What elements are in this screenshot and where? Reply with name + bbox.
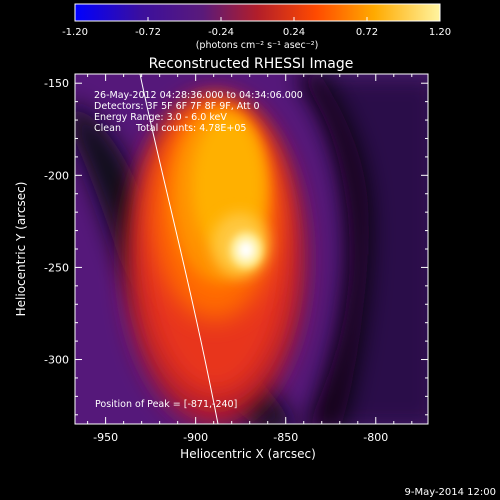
- x-tick-label: -950: [93, 431, 118, 444]
- colorbar-tick-label: 0.24: [283, 27, 305, 38]
- y-axis-ticks: [75, 82, 428, 416]
- x-tick-label: -800: [363, 431, 388, 444]
- y-axis-label: Heliocentric Y (arcsec): [14, 182, 28, 317]
- y-tick-label: -300: [44, 354, 69, 367]
- annotation-energy-range: Energy Range: 3.0 - 6.0 keV: [94, 112, 227, 123]
- y-axis-tick-labels: -150 -200 -250 -300: [44, 77, 69, 366]
- image-annotations: 26-May-2012 04:28:36.000 to 04:34:06.000…: [94, 90, 303, 410]
- annotation-time-range: 26-May-2012 04:28:36.000 to 04:34:06.000: [94, 90, 303, 101]
- annotation-detectors: Detectors: 3F 5F 6F 7F 8F 9F, Att 0: [94, 101, 260, 112]
- annotation-clean-counts: Clean Total counts: 4.78E+05: [94, 123, 246, 134]
- y-tick-label: -200: [44, 169, 69, 182]
- solar-limb: [139, 74, 219, 424]
- x-axis-ticks: [87, 74, 413, 424]
- x-axis-label: Heliocentric X (arcsec): [180, 447, 316, 461]
- colorbar-gradient: [74, 3, 441, 22]
- solar-image: [75, 74, 428, 424]
- colorbar-tick-label: -1.20: [62, 27, 88, 38]
- y-tick-label: -250: [44, 261, 69, 274]
- colorbar-tick-label: -0.24: [208, 27, 234, 38]
- x-tick-label: -900: [183, 431, 208, 444]
- colorbar-tick-label: 0.72: [356, 27, 378, 38]
- footer-date: 9-May-2014 12:00: [404, 487, 496, 498]
- annotation-peak-position: Position of Peak = [-871,-240]: [95, 399, 237, 410]
- image-title: Reconstructed RHESSI Image: [149, 56, 354, 72]
- x-axis-tick-labels: -950 -900 -850 -800: [93, 431, 388, 444]
- colorbar: -1.20 -0.72 -0.24 0.24 0.72 1.20 (photons cm⁻…: [62, 3, 451, 51]
- colorbar-tick-label: 1.20: [429, 27, 451, 38]
- colorbar-tick-label: -0.72: [135, 27, 161, 38]
- colorbar-unit-label: (photons cm⁻² s⁻¹ asec⁻²): [196, 40, 319, 51]
- y-tick-label: -150: [44, 77, 69, 90]
- colorbar-tick-labels: -1.20 -0.72 -0.24 0.24 0.72 1.20: [62, 27, 451, 38]
- colorbar-ticks: [74, 17, 441, 21]
- x-tick-label: -850: [273, 431, 298, 444]
